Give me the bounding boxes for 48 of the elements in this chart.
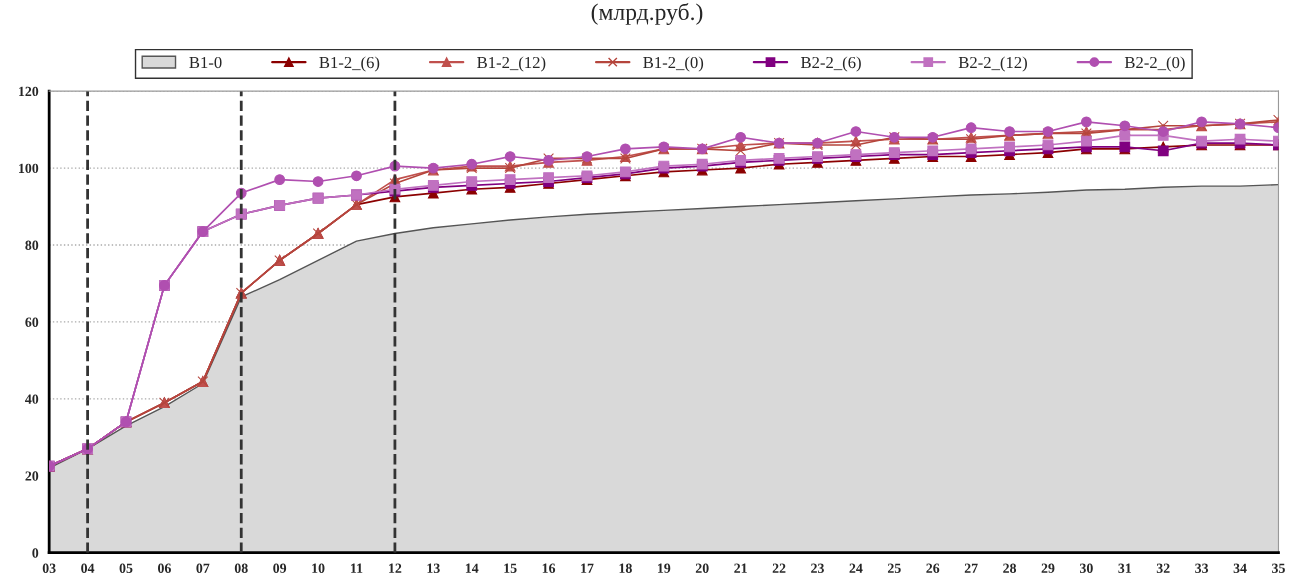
legend-label: B1-2_(12) <box>477 56 546 72</box>
x-tick-label: 04 <box>81 563 95 573</box>
x-tick-label: 27 <box>964 563 978 573</box>
x-tick-label: 15 <box>504 563 517 573</box>
x-tick-label: 03 <box>42 563 56 573</box>
x-tick-label: 06 <box>158 563 171 573</box>
x-tick-label: 13 <box>427 563 440 573</box>
x-tick-label: 34 <box>1233 563 1247 573</box>
x-tick-label: 10 <box>312 563 325 573</box>
x-tick-label: 24 <box>849 563 863 573</box>
x-tick-label: 31 <box>1118 563 1132 573</box>
legend-label: B1-0 <box>189 56 222 69</box>
y-tick-label: 0 <box>32 548 39 558</box>
y-tick-label: 100 <box>19 163 39 174</box>
x-tick-label: 14 <box>465 563 479 573</box>
legend-label: B2-2_(0) <box>1124 56 1185 72</box>
x-tick-label: 18 <box>619 563 632 573</box>
x-tick-label: 32 <box>1156 563 1170 573</box>
x-tick-label: 25 <box>887 563 901 573</box>
y-tick-label: 120 <box>19 86 39 97</box>
x-tick-label: 09 <box>273 563 287 573</box>
legend-label: B2-2_(6) <box>800 56 861 72</box>
y-tick-label: 20 <box>25 471 39 481</box>
x-tick-label: 05 <box>119 563 133 573</box>
y-tick-label: 60 <box>25 317 39 327</box>
x-tick-label: 23 <box>811 563 824 573</box>
x-tick-label: 11 <box>351 563 363 573</box>
x-tick-label: 33 <box>1195 563 1209 573</box>
x-tick-label: 20 <box>695 563 709 573</box>
x-tick-label: 17 <box>581 563 594 573</box>
x-tick-label: 30 <box>1079 563 1093 573</box>
x-tick-label: 22 <box>772 563 786 573</box>
x-tick-label: 28 <box>1003 563 1017 573</box>
x-tick-label: 35 <box>1272 563 1285 573</box>
x-tick-label: 12 <box>389 563 402 573</box>
x-tick-label: 26 <box>926 563 940 573</box>
x-tick-label: 29 <box>1041 563 1055 573</box>
x-tick-label: 19 <box>657 563 671 573</box>
chart-title: (млрд.руб.) <box>591 2 703 25</box>
x-tick-label: 07 <box>196 563 210 573</box>
legend-label: B1-2_(0) <box>643 56 704 72</box>
legend-label: B1-2_(6) <box>319 56 380 72</box>
x-tick-label: 21 <box>734 563 747 573</box>
x-tick-label: 16 <box>542 563 556 573</box>
legend-label: B2-2_(12) <box>958 56 1027 72</box>
y-tick-label: 80 <box>25 240 39 250</box>
y-tick-label: 40 <box>25 394 39 404</box>
x-tick-label: 08 <box>234 563 248 573</box>
